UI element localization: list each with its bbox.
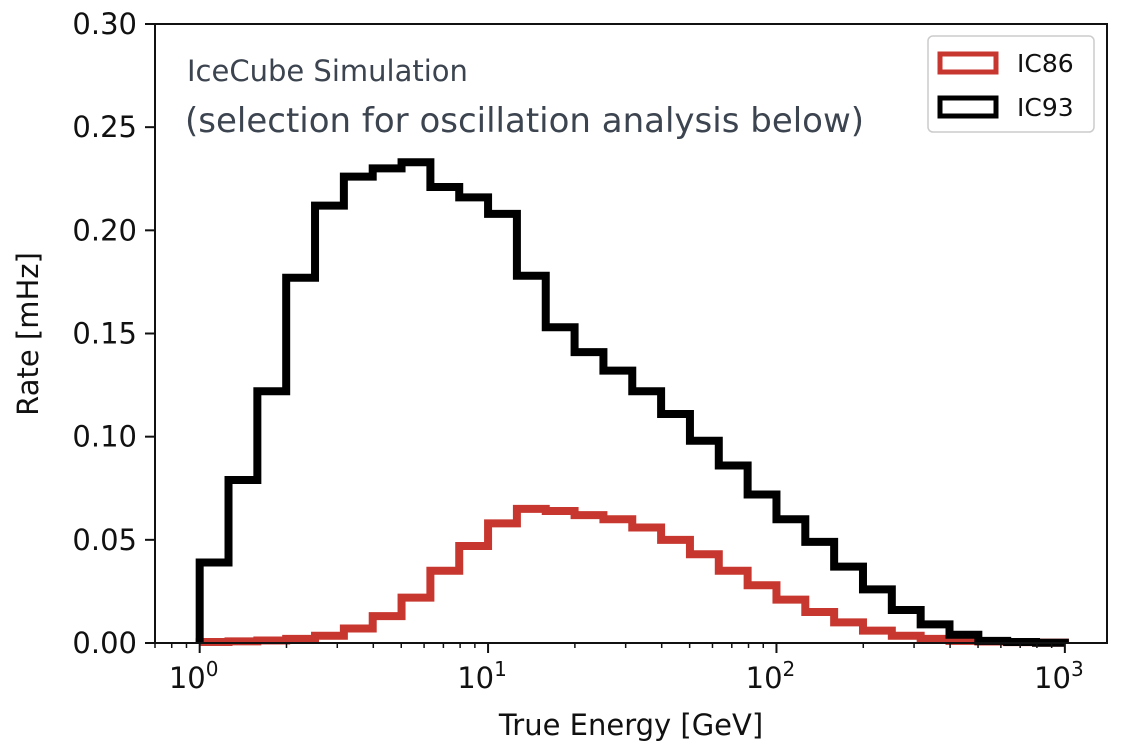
y-tick-label: 0.15 xyxy=(72,317,137,351)
series-ic86-line xyxy=(195,504,1069,647)
y-tick-label: 0.30 xyxy=(72,7,137,41)
x-tick-label: 102 xyxy=(746,657,796,695)
series-ic93-line xyxy=(195,158,1069,647)
legend-label-ic86: IC86 xyxy=(1017,49,1074,78)
legend-label-ic93: IC93 xyxy=(1017,93,1074,122)
annotation-subtitle: (selection for oscillation analysis belo… xyxy=(185,101,864,141)
y-tick-label: 0.25 xyxy=(72,110,137,144)
y-tick-label: 0.20 xyxy=(72,213,137,247)
legend: IC86 IC93 xyxy=(927,35,1095,133)
annotation-title: IceCube Simulation xyxy=(187,54,468,88)
x-axis-label: True Energy [GeV] xyxy=(498,708,763,742)
y-axis-label: Rate [mHz] xyxy=(11,252,45,416)
series-layer xyxy=(195,158,1069,647)
x-tick-label: 103 xyxy=(1034,657,1084,695)
axis-ticks: 0.00 0.05 0.10 0.15 0.20 0.25 0.30 100 101 102 103 xyxy=(72,7,1083,695)
legend-swatch-ic93 xyxy=(937,95,999,119)
legend-box xyxy=(927,35,1095,133)
x-tick-label: 101 xyxy=(457,657,507,695)
x-tick-label: 100 xyxy=(169,657,219,695)
y-tick-label: 0.05 xyxy=(72,523,137,557)
y-tick-label: 0.10 xyxy=(72,420,137,454)
legend-swatch-ic86 xyxy=(937,51,999,75)
y-tick-label: 0.00 xyxy=(72,626,137,660)
